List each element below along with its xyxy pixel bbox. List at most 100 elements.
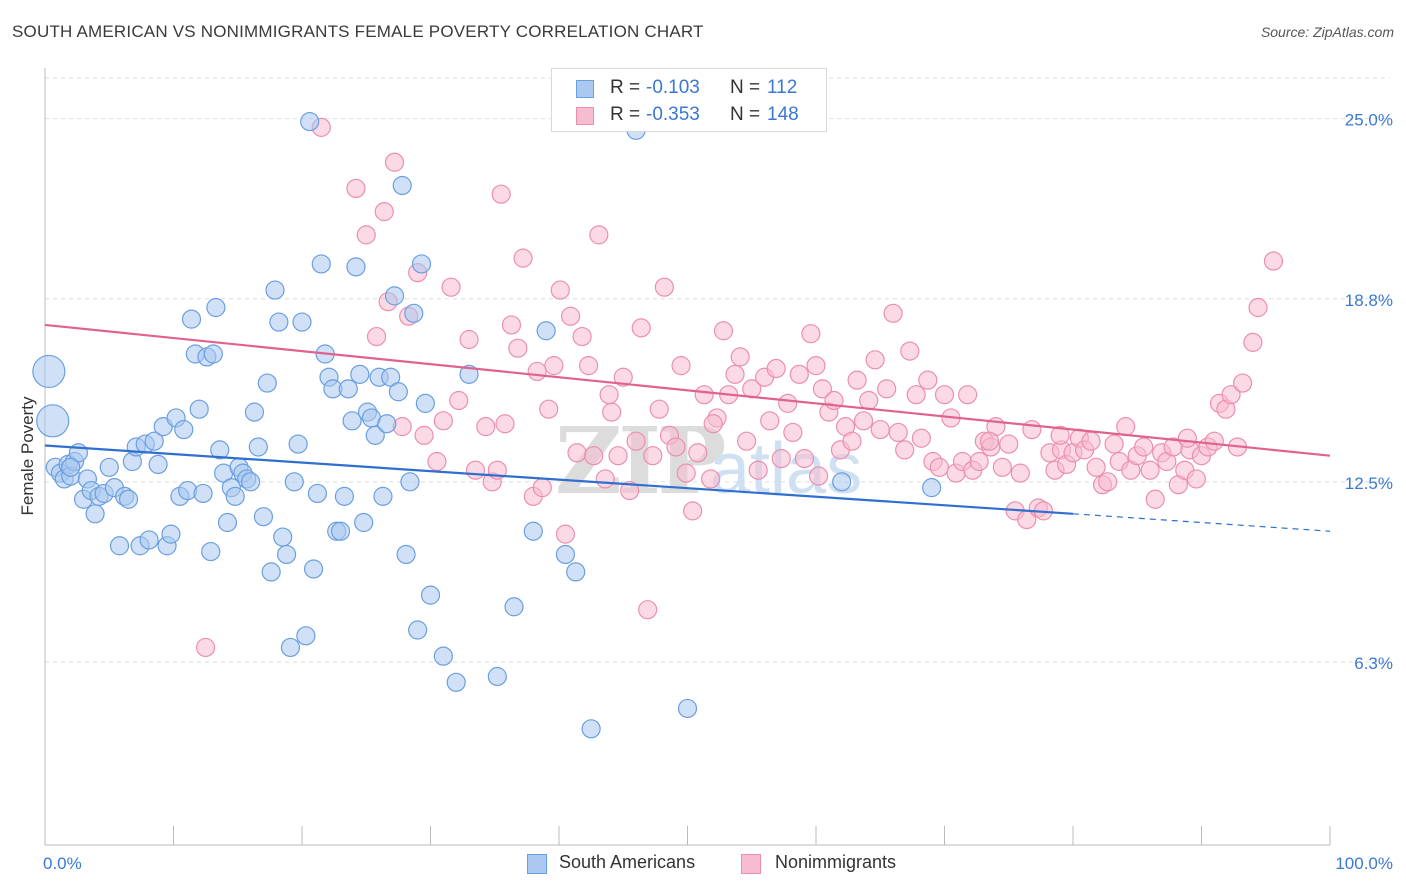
- data-point: [766, 358, 786, 379]
- data-point: [713, 321, 734, 341]
- legend-r-value: -0.103: [646, 77, 700, 98]
- legend-swatch-pink: [741, 854, 761, 874]
- data-point: [671, 356, 691, 376]
- data-point: [842, 431, 862, 451]
- grid-lines: [45, 77, 1390, 663]
- data-point: [303, 559, 324, 579]
- data-point: [449, 390, 469, 411]
- data-point: [148, 454, 168, 475]
- chart-source: Source: ZipAtlas.com: [1260, 24, 1394, 40]
- data-point: [566, 562, 586, 582]
- data-point: [572, 326, 592, 347]
- data-point: [883, 303, 903, 323]
- legend-n-value: 112: [767, 77, 798, 98]
- series-nonimmigrants-points: [196, 117, 1284, 658]
- legend-swatch-pink: [576, 107, 594, 125]
- data-point: [560, 306, 581, 326]
- trend-line-south-americans: [44, 444, 1074, 515]
- data-point: [99, 457, 119, 477]
- data-point: [555, 544, 576, 565]
- data-point: [392, 175, 412, 196]
- data-point: [555, 524, 576, 544]
- data-point: [900, 341, 920, 361]
- data-point: [276, 544, 297, 565]
- data-point: [193, 483, 213, 504]
- data-point: [1177, 428, 1197, 448]
- data-point: [384, 152, 405, 172]
- data-point: [269, 312, 289, 332]
- data-point: [602, 402, 622, 422]
- data-point: [859, 390, 879, 411]
- data-point: [694, 385, 714, 405]
- trend-line-south-americans-extension: [1072, 513, 1331, 532]
- data-point: [1145, 489, 1165, 509]
- legend-r-value: -0.353: [646, 104, 700, 125]
- data-point: [513, 248, 533, 268]
- data-point: [550, 280, 570, 300]
- data-point: [895, 440, 915, 460]
- data-point: [476, 417, 496, 437]
- data-point: [346, 257, 366, 277]
- data-point: [408, 620, 428, 640]
- data-point: [1221, 385, 1241, 405]
- data-point: [261, 562, 281, 582]
- data-point: [273, 527, 293, 547]
- data-point: [1098, 472, 1118, 492]
- data-point: [620, 480, 640, 501]
- data-point: [1134, 437, 1154, 457]
- data-point: [441, 277, 461, 297]
- data-point: [201, 541, 221, 562]
- data-point: [1081, 431, 1101, 451]
- x-tick-labels: 0.0% 100.0%: [43, 854, 1393, 873]
- data-point: [504, 597, 524, 617]
- data-point: [608, 446, 628, 466]
- data-point: [377, 414, 397, 434]
- data-point: [257, 373, 277, 393]
- data-point: [284, 472, 304, 492]
- data-point: [649, 399, 669, 419]
- data-point: [248, 437, 268, 457]
- legend-r-label: R =: [610, 77, 641, 98]
- legend-row-south-americans: R = -0.103 N = 112: [552, 74, 826, 102]
- data-point: [934, 385, 955, 405]
- legend-swatch-blue: [576, 80, 594, 98]
- data-point: [265, 280, 285, 300]
- data-point: [539, 399, 559, 419]
- data-point: [1243, 332, 1263, 352]
- data-point: [189, 399, 209, 419]
- data-point: [1022, 419, 1042, 440]
- data-point: [865, 350, 885, 370]
- data-point: [206, 297, 226, 318]
- data-point: [870, 419, 890, 440]
- y-axis-label: Female Poverty: [18, 396, 37, 516]
- data-point: [877, 379, 897, 399]
- data-point: [346, 178, 366, 199]
- x-tick-label: 0.0%: [43, 854, 82, 873]
- data-point: [420, 585, 441, 605]
- data-point: [666, 437, 686, 457]
- data-point: [832, 472, 852, 492]
- chart-title: SOUTH AMERICAN VS NONIMMIGRANTS FEMALE P…: [12, 22, 704, 41]
- data-point: [495, 414, 515, 434]
- data-point: [373, 486, 393, 506]
- data-point: [161, 524, 181, 544]
- legend-n-label: N =: [730, 104, 761, 125]
- legend-n-label: N =: [730, 77, 761, 98]
- y-tick-label: 25.0%: [1345, 111, 1393, 130]
- data-point: [139, 530, 159, 550]
- data-point: [536, 321, 556, 341]
- data-point: [334, 486, 355, 506]
- data-point: [613, 367, 633, 387]
- data-point: [400, 472, 420, 492]
- data-point: [688, 443, 708, 463]
- data-point: [853, 411, 874, 431]
- data-point: [992, 457, 1012, 477]
- data-point: [654, 277, 674, 297]
- data-point: [338, 379, 358, 399]
- data-point: [911, 428, 931, 448]
- data-point: [61, 457, 81, 477]
- data-point: [643, 446, 663, 466]
- data-point: [812, 379, 833, 399]
- data-point: [808, 466, 829, 486]
- data-point: [631, 318, 651, 338]
